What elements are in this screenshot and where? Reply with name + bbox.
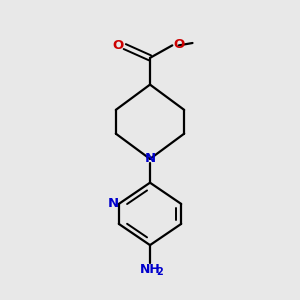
- Text: 2: 2: [156, 267, 163, 277]
- Text: O: O: [173, 38, 184, 51]
- Text: O: O: [112, 39, 123, 52]
- Text: NH: NH: [140, 263, 160, 276]
- Text: N: N: [144, 152, 156, 165]
- Text: N: N: [107, 197, 118, 210]
